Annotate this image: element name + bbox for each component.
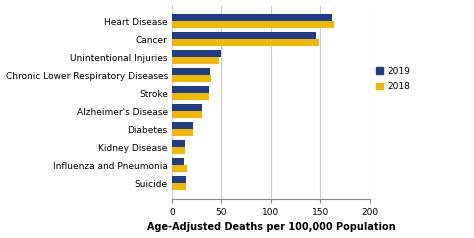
Bar [172,93,209,100]
Bar [172,14,332,21]
Bar [172,147,185,154]
Bar [172,57,219,64]
Bar [172,111,202,118]
Bar [172,183,186,190]
Bar [172,158,184,165]
Bar [172,68,210,75]
Bar [172,165,187,172]
Bar [172,86,209,93]
Bar [172,32,317,39]
Bar [172,176,186,183]
Bar [172,140,185,147]
Bar [172,39,319,46]
Bar [172,122,193,129]
Bar [172,104,202,111]
X-axis label: Age-Adjusted Deaths per 100,000 Population: Age-Adjusted Deaths per 100,000 Populati… [146,223,395,233]
Bar [172,129,193,136]
Legend: 2019, 2018: 2019, 2018 [376,67,410,91]
Bar [172,75,211,82]
Bar [172,50,221,57]
Bar [172,21,334,28]
